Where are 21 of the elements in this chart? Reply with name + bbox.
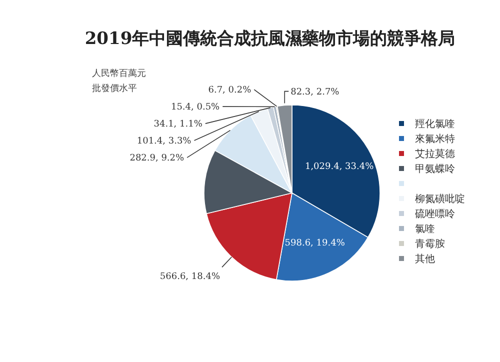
data-label: 6.7, 0.2% <box>208 86 252 96</box>
text: 批發價水平 <box>92 83 137 94</box>
text: 人民幣百萬元 <box>92 68 146 79</box>
data-label: 598.6, 19.4% <box>284 238 346 249</box>
legend-label: 氯喹 <box>415 223 435 235</box>
legend-label: 青霉胺 <box>415 238 445 250</box>
legend-label: 來氟米特 <box>415 133 455 145</box>
legend-label: 羥化氯喹 <box>415 118 455 130</box>
chart-title: 2019年中國傳統合成抗風濕藥物市場的競爭格局 <box>84 29 456 49</box>
legend-label: 艾拉莫德 <box>415 148 455 160</box>
data-label: 566.6, 18.4% <box>160 272 220 282</box>
legend-label: 硫唑嘌呤 <box>415 208 455 220</box>
data-label: 101.4, 3.3% <box>136 136 192 147</box>
data-label: 15.4, 0.5% <box>170 102 220 113</box>
data-label: 1,029.4, 33.4% <box>304 162 374 172</box>
legend-label: 其他 <box>415 253 435 265</box>
legend-label: 甲氨蝶呤 <box>415 163 455 175</box>
data-label: 82.3, 2.7% <box>290 87 340 98</box>
data-label: 282.9, 9.2% <box>130 154 185 164</box>
legend-label: 柳氮磺吡啶 <box>415 193 465 205</box>
data-label: 34.1, 1.1% <box>154 120 203 130</box>
